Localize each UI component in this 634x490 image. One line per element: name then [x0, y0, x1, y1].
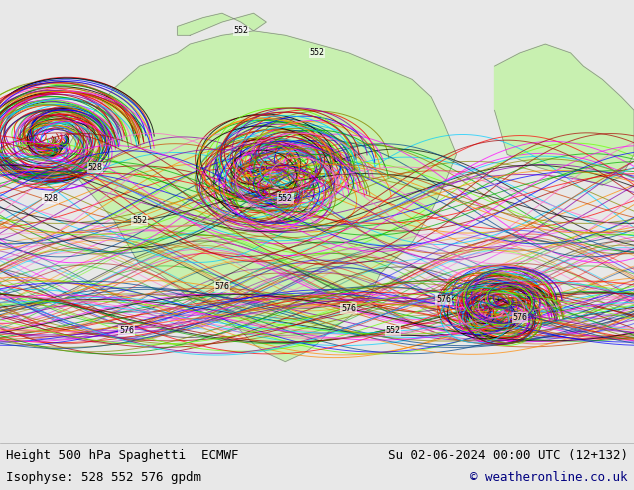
- Polygon shape: [63, 31, 456, 362]
- Text: 576: 576: [214, 282, 230, 291]
- Text: Su 02-06-2024 00:00 UTC (12+132): Su 02-06-2024 00:00 UTC (12+132): [387, 449, 628, 462]
- Text: 576: 576: [341, 304, 356, 313]
- Text: Height 500 hPa Spaghetti  ECMWF: Height 500 hPa Spaghetti ECMWF: [6, 449, 239, 462]
- Text: © weatheronline.co.uk: © weatheronline.co.uk: [470, 471, 628, 484]
- Text: 552: 552: [385, 326, 401, 335]
- Text: 528: 528: [43, 194, 58, 203]
- Text: 576: 576: [436, 295, 451, 304]
- Text: 552: 552: [278, 194, 293, 203]
- Polygon shape: [178, 13, 266, 35]
- Text: Isophyse: 528 552 576 gpdm: Isophyse: 528 552 576 gpdm: [6, 471, 202, 484]
- Text: 552: 552: [309, 49, 325, 57]
- Polygon shape: [495, 44, 634, 185]
- Text: 576: 576: [119, 326, 134, 335]
- Text: 576: 576: [512, 313, 527, 322]
- Text: 552: 552: [233, 26, 249, 35]
- Text: 528: 528: [87, 163, 103, 172]
- Text: 552: 552: [132, 216, 147, 225]
